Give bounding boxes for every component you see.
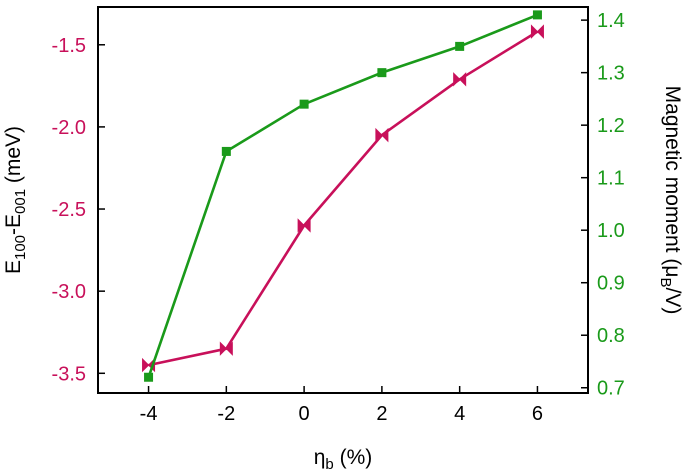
data-point-magnetic-moment bbox=[221, 146, 231, 156]
right-y-axis-title: Magnetic moment (μB/V) bbox=[657, 86, 684, 315]
data-point-energy bbox=[453, 72, 467, 87]
x-axis-title: ηb (%) bbox=[314, 446, 373, 472]
x-tick-label: -2 bbox=[217, 403, 235, 425]
x-tick-label: 0 bbox=[299, 403, 310, 425]
right-y-tick-label: 0.9 bbox=[597, 273, 625, 295]
series-line-magnetic-moment bbox=[147, 13, 538, 378]
x-axis: -4 -2 0 2 4 6 bbox=[140, 386, 543, 425]
right-y-tick-label: 1.0 bbox=[597, 220, 625, 242]
right-y-axis: 0.7 0.8 0.9 1.0 1.1 1.2 1.3 1.4 bbox=[581, 10, 625, 400]
x-tick-label: 6 bbox=[532, 403, 543, 425]
right-y-axis-title-unit: /V) bbox=[661, 288, 684, 315]
data-point-energy bbox=[530, 24, 544, 39]
left-y-axis-title-e1: E bbox=[2, 260, 25, 274]
data-point-energy bbox=[219, 341, 233, 356]
left-y-tick-label: -2.0 bbox=[52, 117, 86, 139]
x-axis-title-unit: (%) bbox=[334, 446, 373, 469]
right-y-tick-label: 1.3 bbox=[597, 63, 625, 85]
left-y-tick-label: -2.5 bbox=[52, 199, 86, 221]
right-y-tick-label: 1.1 bbox=[597, 168, 625, 190]
right-y-axis-title-main: Magnetic moment (μ bbox=[661, 86, 684, 278]
data-point-magnetic-moment bbox=[532, 10, 542, 20]
left-y-tick-label: -3.0 bbox=[52, 281, 86, 303]
left-y-tick-label: -1.5 bbox=[52, 35, 86, 57]
plot-frame bbox=[97, 6, 589, 394]
data-point-magnetic-moment bbox=[144, 372, 154, 382]
data-point-energy bbox=[375, 127, 389, 143]
left-y-axis-title-sub2: 001 bbox=[12, 189, 29, 214]
data-point-magnetic-moment bbox=[455, 41, 465, 51]
right-y-tick-label: 0.8 bbox=[597, 325, 625, 347]
left-y-axis: -3.5 -3.0 -2.5 -2.0 -1.5 bbox=[52, 35, 105, 385]
x-tick-label: 4 bbox=[454, 403, 465, 425]
series-layer bbox=[142, 10, 544, 382]
x-axis-title-subscript: b bbox=[325, 456, 333, 472]
data-point-magnetic-moment bbox=[377, 68, 387, 78]
left-y-axis-title-e2: -E bbox=[2, 214, 25, 235]
left-y-tick-label: -3.5 bbox=[52, 363, 86, 385]
left-y-axis-title: E100-E001 (meV) bbox=[2, 126, 29, 274]
right-y-tick-label: 0.7 bbox=[597, 378, 625, 400]
x-tick-label: -4 bbox=[140, 403, 158, 425]
right-y-tick-label: 1.4 bbox=[597, 10, 625, 32]
series-line-energy bbox=[148, 30, 539, 367]
left-y-axis-title-sub1: 100 bbox=[12, 235, 29, 260]
data-point-magnetic-moment bbox=[299, 99, 309, 109]
left-y-axis-title-unit: (meV) bbox=[2, 126, 25, 189]
right-y-tick-label: 1.2 bbox=[597, 115, 625, 137]
right-y-axis-title-subscript: B bbox=[657, 277, 674, 287]
x-tick-label: 2 bbox=[376, 403, 387, 425]
data-point-energy bbox=[297, 218, 311, 233]
x-axis-title-symbol: η bbox=[314, 446, 326, 469]
